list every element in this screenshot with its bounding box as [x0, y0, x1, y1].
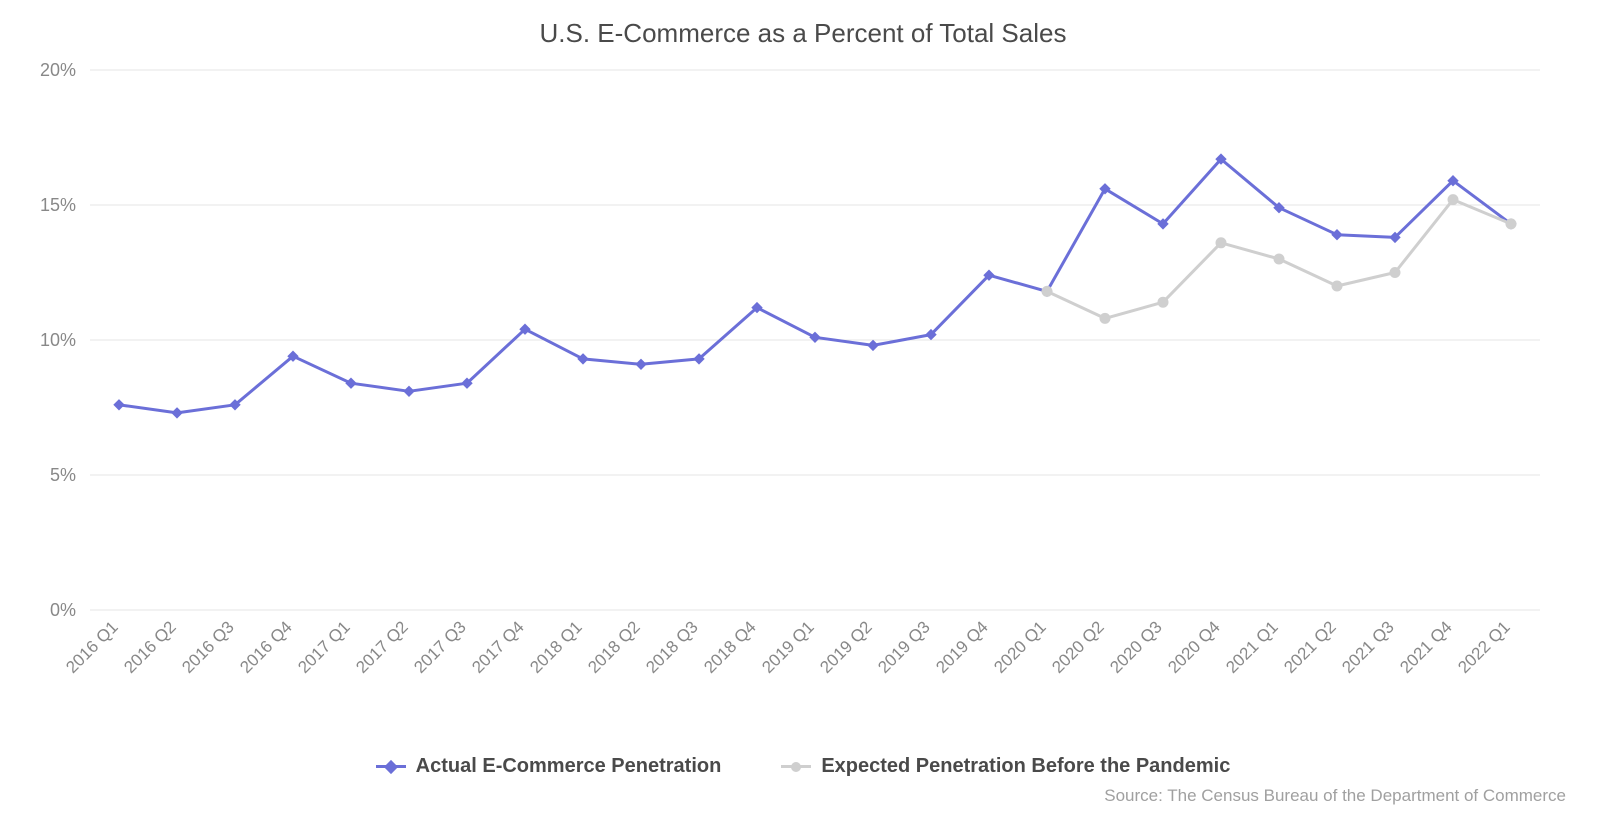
x-axis-tick-label: 2018 Q4: [700, 617, 760, 677]
source-text: Source: The Census Bureau of the Departm…: [1104, 786, 1566, 806]
legend-label: Actual E-Commerce Penetration: [416, 755, 722, 778]
y-axis-tick-label: 5%: [50, 465, 76, 485]
series-marker-1: [1158, 297, 1168, 307]
x-axis-tick-label: 2021 Q3: [1338, 617, 1398, 677]
x-axis-tick-label: 2020 Q2: [1048, 617, 1108, 677]
series-marker-0: [810, 332, 820, 342]
series-marker-0: [404, 386, 414, 396]
x-axis-tick-label: 2020 Q4: [1164, 617, 1224, 677]
x-axis-tick-label: 2021 Q1: [1222, 617, 1282, 677]
y-axis-tick-label: 15%: [40, 195, 76, 215]
legend-item-1: Expected Penetration Before the Pandemic: [781, 755, 1230, 778]
series-line-0: [119, 159, 1511, 413]
legend-item-0: Actual E-Commerce Penetration: [376, 755, 722, 778]
series-marker-1: [1042, 286, 1052, 296]
x-axis-tick-label: 2019 Q2: [816, 617, 876, 677]
series-marker-0: [114, 400, 124, 410]
x-axis-tick-label: 2019 Q3: [874, 617, 934, 677]
x-axis-tick-label: 2017 Q1: [294, 617, 354, 677]
x-axis-tick-label: 2016 Q2: [120, 617, 180, 677]
x-axis-tick-label: 2018 Q3: [642, 617, 702, 677]
x-axis-tick-label: 2017 Q2: [352, 617, 412, 677]
x-axis-tick-label: 2020 Q3: [1106, 617, 1166, 677]
legend-diamond-icon: [376, 765, 406, 768]
series-marker-1: [1216, 238, 1226, 248]
chart-container: U.S. E-Commerce as a Percent of Total Sa…: [0, 0, 1606, 818]
x-axis-tick-label: 2022 Q1: [1454, 617, 1514, 677]
series-marker-1: [1448, 195, 1458, 205]
series-marker-0: [346, 378, 356, 388]
x-axis-tick-label: 2017 Q4: [468, 617, 528, 677]
chart-title: U.S. E-Commerce as a Percent of Total Sa…: [0, 18, 1606, 49]
series-marker-1: [1506, 219, 1516, 229]
series-marker-0: [172, 408, 182, 418]
x-axis-tick-label: 2019 Q1: [758, 617, 818, 677]
x-axis-tick-label: 2019 Q4: [932, 617, 992, 677]
legend-circle-icon: [781, 765, 811, 768]
x-axis-tick-label: 2017 Q3: [410, 617, 470, 677]
series-marker-0: [636, 359, 646, 369]
x-axis-tick-label: 2020 Q1: [990, 617, 1050, 677]
series-marker-1: [1390, 268, 1400, 278]
y-axis-tick-label: 0%: [50, 600, 76, 620]
chart-svg: 0% 5% 10% 15% 20% 2016 Q12016 Q22016 Q32016 Q…: [20, 60, 1580, 720]
series-marker-1: [1332, 281, 1342, 291]
x-axis-tick-label: 2016 Q3: [178, 617, 238, 677]
series-marker-0: [1332, 230, 1342, 240]
x-axis-tick-label: 2018 Q2: [584, 617, 644, 677]
legend: Actual E-Commerce Penetration Expected Pe…: [0, 755, 1606, 778]
y-axis-tick-label: 20%: [40, 60, 76, 80]
legend-label: Expected Penetration Before the Pandemic: [821, 755, 1230, 778]
series-marker-0: [578, 354, 588, 364]
x-axis-tick-label: 2021 Q2: [1280, 617, 1340, 677]
series-marker-0: [868, 340, 878, 350]
x-axis-tick-label: 2018 Q1: [526, 617, 586, 677]
series-marker-1: [1100, 313, 1110, 323]
x-axis-tick-label: 2016 Q4: [236, 617, 296, 677]
series-marker-1: [1274, 254, 1284, 264]
x-axis-tick-label: 2021 Q4: [1396, 617, 1456, 677]
y-axis-tick-label: 10%: [40, 330, 76, 350]
x-axis-tick-label: 2016 Q1: [62, 617, 122, 677]
